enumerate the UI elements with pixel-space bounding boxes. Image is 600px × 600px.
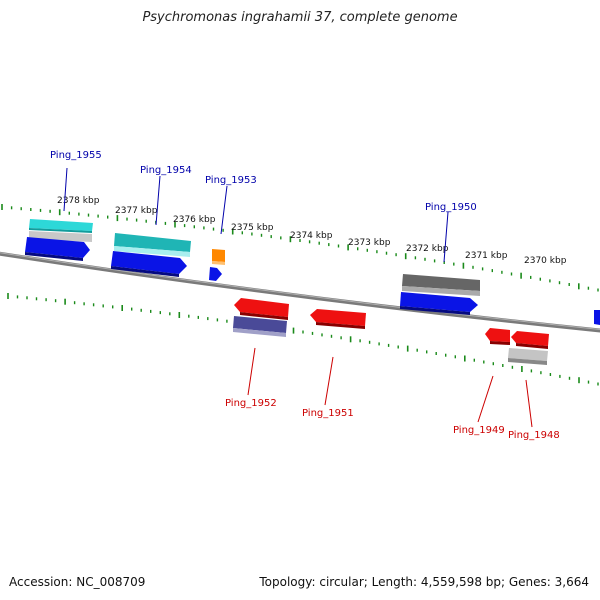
gene-label-ping-1948[interactable]: Ping_1948 [508, 430, 560, 441]
leader-1953 [220, 185, 228, 235]
scale-label-2372: 2372 kbp [406, 244, 449, 254]
gene-arrow-blue-1950[interactable] [400, 292, 478, 312]
scale-label-2375: 2375 kbp [231, 223, 274, 233]
gene-block-cyan-1955[interactable] [29, 219, 93, 231]
leader-1955 [63, 167, 68, 212]
chromosome-backbone [0, 251, 600, 333]
gene-arrow-blue-1955[interactable] [25, 237, 90, 258]
gene-label-ping-1953[interactable]: Ping_1953 [205, 175, 257, 186]
scale-label-2374: 2374 kbp [290, 231, 333, 241]
scale-label-2376: 2376 kbp [173, 215, 216, 225]
gene-block-cyan-1955-shade [29, 228, 92, 233]
scale-label-2377: 2377 kbp [115, 206, 158, 216]
scale-labels: 2378 kbp 2377 kbp 2376 kbp 2375 kbp 2374… [57, 196, 567, 266]
accession-label: Accession: NC_008709 [9, 575, 146, 589]
gene-label-ping-1955[interactable]: Ping_1955 [50, 150, 102, 161]
leader-1951 [324, 356, 334, 406]
gene-block-orange-1953-shade [212, 261, 225, 265]
gene-block-blue-edge[interactable] [594, 310, 600, 325]
inner-tick-track [7, 293, 599, 386]
gene-arrow-blue-1950-shade [400, 306, 470, 315]
gene-block-teal-1954-shade [114, 246, 190, 257]
map-title: Psychromonas ingrahamii 37, complete gen… [142, 10, 458, 25]
gene-labels: Ping_1955 Ping_1954 Ping_1953 Ping_1950 … [50, 150, 560, 441]
gene-block-slate-1952-shade [233, 328, 286, 337]
outer-tick-track [1, 204, 599, 292]
gene-arrow-red-1952[interactable] [234, 298, 289, 317]
gene-arrow-red-1951-shade [316, 322, 365, 329]
gene-arrow-red-1948-shade [516, 343, 548, 349]
scale-label-2373: 2373 kbp [348, 238, 391, 248]
chromosome-backbone-highlight [0, 252, 600, 330]
scale-label-2371: 2371 kbp [465, 251, 508, 261]
gene-arrow-red-1949[interactable] [485, 328, 510, 342]
leader-1948 [525, 379, 533, 428]
leader-1949 [477, 375, 494, 423]
gene-arrow-blue-1954-shade [111, 266, 179, 277]
leader-1950 [443, 211, 449, 263]
gene-arrow-blue-1954[interactable] [111, 251, 187, 274]
reverse-features [233, 298, 549, 365]
gene-block-teal-1954[interactable] [114, 233, 191, 252]
gene-arrow-red-1948[interactable] [511, 331, 549, 346]
gene-label-ping-1951[interactable]: Ping_1951 [302, 408, 354, 419]
gene-block-gray-1950-shade [402, 286, 480, 296]
gene-block-gray-1950[interactable] [402, 274, 480, 291]
gene-label-ping-1952[interactable]: Ping_1952 [225, 398, 277, 409]
gene-block-orange-1953[interactable] [212, 249, 225, 262]
gene-arrow-blue-1955-shade [25, 252, 83, 261]
gene-block-gray-1948[interactable] [508, 348, 548, 361]
leader-1954 [155, 175, 161, 226]
gene-label-ping-1954[interactable]: Ping_1954 [140, 165, 192, 176]
gene-arrow-red-1951[interactable] [310, 309, 366, 326]
leader-1952 [247, 347, 256, 396]
gene-arrow-blue-1953[interactable] [209, 267, 222, 281]
label-leaders [63, 167, 533, 428]
gene-label-ping-1949[interactable]: Ping_1949 [453, 425, 505, 436]
gene-block-slate-1952[interactable] [233, 316, 287, 333]
gene-arrow-red-1949-shade [490, 341, 510, 345]
gene-arrow-red-1952-shade [240, 312, 288, 320]
gene-label-ping-1950[interactable]: Ping_1950 [425, 202, 477, 213]
scale-label-2378: 2378 kbp [57, 196, 100, 206]
genome-summary: Topology: circular; Length: 4,559,598 bp… [259, 575, 589, 589]
scale-label-2370: 2370 kbp [524, 256, 567, 266]
forward-features [25, 219, 600, 325]
gene-block-gray-1948-shade [508, 358, 547, 365]
